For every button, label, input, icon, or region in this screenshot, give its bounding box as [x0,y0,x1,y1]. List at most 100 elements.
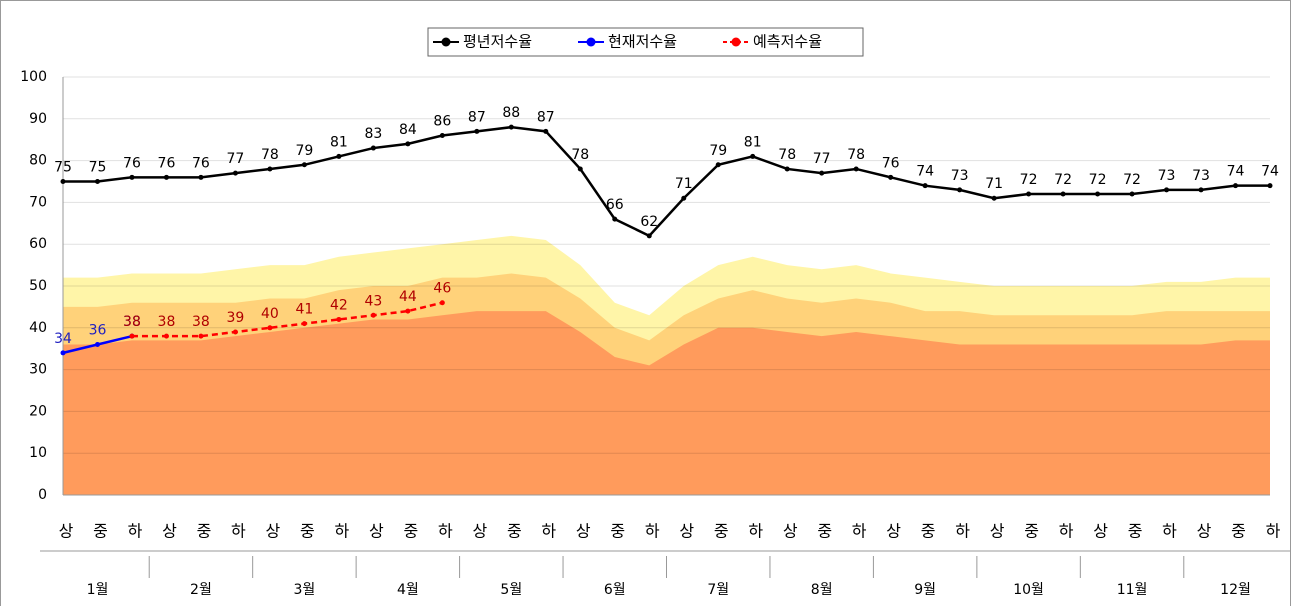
data-point [301,321,307,327]
data-point [784,166,790,172]
data-label: 76 [158,155,176,171]
data-point [577,166,583,172]
x-tick-label: 하 [231,522,246,541]
data-point [267,325,273,331]
y-tick-label: 60 [29,236,47,252]
data-point [198,333,204,339]
legend-marker [731,37,741,47]
group-label: 4월 [397,582,419,598]
data-point [1164,187,1170,193]
data-label: 41 [295,302,313,318]
x-tick-label: 중 [1024,522,1039,541]
legend-marker [586,37,596,47]
data-label: 84 [399,122,417,138]
legend-box [427,27,864,57]
x-tick-label: 중 [714,522,729,541]
x-tick-label: 하 [438,522,453,541]
data-label: 71 [985,176,1003,192]
data-label: 74 [916,164,934,180]
group-label: 12월 [1220,582,1251,598]
x-tick-label: 하 [955,522,970,541]
x-tick-label: 하 [541,522,556,541]
data-point [370,312,376,318]
y-tick-label: 100 [20,69,47,85]
x-tick-label: 중 [507,522,522,541]
data-point [129,174,135,180]
data-point [60,179,66,184]
data-label: 44 [399,289,417,305]
y-tick-label: 50 [29,278,47,294]
x-tick-label: 상 [472,522,487,541]
data-point [232,170,238,176]
data-point [508,124,514,130]
data-label: 40 [261,306,279,322]
series-line [63,125,1270,238]
data-label: 38 [158,314,176,330]
data-label: 73 [1158,168,1176,184]
data-point [1233,183,1239,189]
data-label: 81 [744,134,762,150]
data-point [336,316,342,322]
data-point [1267,183,1273,189]
data-label: 78 [778,147,796,163]
y-tick-label: 20 [29,403,47,419]
data-label: 36 [89,323,107,339]
data-point [232,329,238,335]
data-label: 81 [330,134,348,150]
data-point [1129,191,1135,197]
data-label: 42 [330,297,348,313]
data-label: 78 [847,147,865,163]
data-point [750,153,756,159]
x-tick-label: 중 [93,522,108,541]
data-point [405,308,411,314]
data-point [1060,191,1066,197]
data-point [198,174,204,180]
y-tick-label: 40 [29,320,47,336]
x-tick-label: 하 [335,522,350,541]
data-point [129,333,135,339]
data-point [888,174,894,180]
data-label: 72 [1089,172,1107,188]
x-tick-label: 중 [817,522,832,541]
x-tick-label: 상 [59,522,74,541]
data-label: 72 [1123,172,1141,188]
data-label: 78 [571,147,589,163]
x-tick-label: 중 [403,522,418,541]
legend-label: 평년저수율 [463,33,532,51]
data-label: 75 [54,160,72,176]
x-tick-label: 상 [162,522,177,541]
x-tick-label: 상 [576,522,591,541]
data-label: 38 [123,314,141,330]
data-label: 34 [54,331,72,347]
data-point [439,133,445,139]
y-tick-label: 0 [38,487,47,503]
x-tick-label: 중 [610,522,625,541]
group-label: 3월 [294,582,316,598]
group-label: 10월 [1013,582,1044,598]
data-label: 83 [364,126,382,142]
data-label: 76 [192,155,210,171]
data-point [1095,191,1101,197]
band-area [63,311,1270,495]
data-label: 87 [537,109,555,125]
legend-label: 예측저수율 [753,33,822,51]
data-point [543,128,549,134]
x-tick-label: 하 [748,522,763,541]
data-label: 76 [882,155,900,171]
data-point [267,166,273,172]
data-label: 74 [1261,164,1279,180]
x-tick-label: 중 [1128,522,1143,541]
data-label: 79 [295,143,313,159]
data-point [370,145,376,151]
x-tick-label: 상 [1197,522,1212,541]
data-point [94,179,100,184]
x-tick-label: 상 [783,522,798,541]
data-label: 66 [606,197,624,213]
x-tick-label: 중 [1231,522,1246,541]
group-label: 2월 [190,582,212,598]
data-point [60,350,66,356]
data-point [715,162,721,168]
data-label: 73 [1192,168,1210,184]
data-label: 72 [1054,172,1072,188]
